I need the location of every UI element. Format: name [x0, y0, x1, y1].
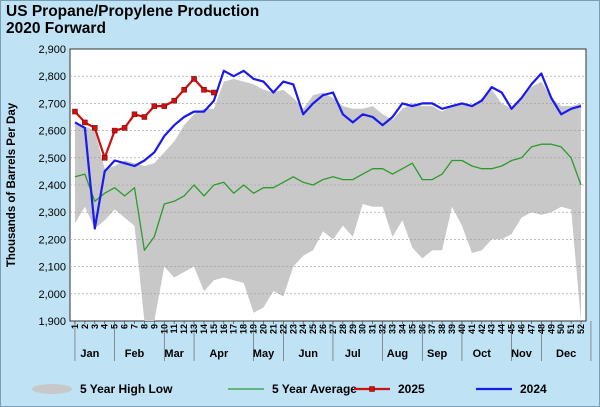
legend-swatch-range	[32, 384, 72, 394]
x-week-label: 14	[199, 324, 209, 334]
series-point-2025	[72, 108, 78, 115]
x-week-label: 39	[447, 324, 457, 334]
x-week-label: 16	[219, 324, 229, 334]
x-week-label: 52	[576, 324, 586, 334]
x-week-label: 2	[80, 324, 90, 329]
x-week-label: 7	[130, 324, 140, 329]
x-month-label: Feb	[125, 348, 145, 360]
x-week-label: 43	[487, 324, 497, 334]
series-point-2025	[181, 87, 187, 93]
x-week-label: 11	[169, 324, 179, 334]
x-week-label: 35	[407, 324, 417, 334]
x-week-label: 31	[368, 324, 378, 334]
x-week-label: 37	[427, 324, 437, 334]
x-week-label: 6	[120, 324, 130, 329]
x-week-label: 20	[259, 324, 269, 334]
x-week-label: 28	[338, 324, 348, 334]
x-week-label: 30	[358, 324, 368, 334]
x-week-label: 15	[209, 324, 219, 334]
y-tick-label: 1,900	[38, 316, 66, 328]
y-tick-label: 2,800	[38, 71, 66, 83]
legend-label-range: 5 Year High Low	[80, 382, 173, 396]
y-tick-label: 2,400	[38, 180, 66, 192]
x-week-label: 25	[308, 324, 318, 334]
series-point-2025	[191, 76, 197, 82]
x-month-label: Dec	[556, 348, 576, 360]
x-week-label: 42	[477, 324, 487, 334]
x-week-label: 49	[546, 324, 556, 334]
series-point-2025	[151, 103, 158, 109]
y-tick-label: 2,600	[38, 126, 66, 138]
series-point-2025	[211, 89, 217, 96]
x-week-label: 17	[229, 324, 239, 334]
y-axis-label: Thousands of Barrels Per Day	[6, 102, 18, 267]
y-tick-label: 2,100	[38, 262, 66, 274]
series-point-2025	[111, 127, 118, 134]
y-tick-label: 2,200	[38, 234, 66, 246]
x-month-label: Oct	[473, 348, 492, 360]
x-week-label: 38	[437, 324, 447, 334]
series-point-2025	[201, 87, 207, 93]
x-week-label: 51	[566, 324, 576, 334]
x-month-label: Jun	[298, 348, 318, 360]
y-tick-label: 2,300	[38, 207, 66, 219]
x-week-label: 8	[139, 324, 149, 329]
x-week-label: 47	[526, 324, 536, 334]
series-point-2025	[82, 119, 88, 126]
x-month-label: Jul	[345, 348, 361, 360]
series-point-2025	[171, 97, 177, 104]
x-month-label: Nov	[511, 348, 533, 360]
x-week-label: 24	[298, 324, 308, 334]
x-week-label: 50	[556, 324, 566, 334]
legend-marker-2025	[369, 386, 375, 392]
x-week-label: 4	[100, 324, 110, 329]
x-week-label: 9	[149, 324, 159, 329]
legend-label-2025: 2025	[398, 382, 425, 396]
y-tick-label: 2,500	[38, 153, 66, 165]
y-tick-label: 2,900	[38, 44, 66, 56]
x-week-label: 41	[467, 324, 477, 334]
x-week-label: 21	[268, 324, 278, 334]
x-week-label: 12	[179, 324, 189, 334]
series-point-2025	[121, 125, 128, 131]
series-point-2025	[161, 103, 168, 109]
chart-title-line-1: US Propane/Propylene Production	[6, 3, 260, 20]
y-tick-label: 2,700	[38, 98, 66, 110]
x-month-label: May	[253, 348, 275, 360]
series-point-2025	[101, 155, 108, 161]
series-point-2025	[92, 125, 98, 131]
x-week-label: 34	[397, 324, 407, 334]
legend-label-2024: 2024	[520, 382, 547, 396]
x-month-label: Mar	[164, 348, 184, 360]
series-line-2024	[74, 69, 582, 230]
x-month-label: Sep	[427, 348, 447, 360]
range-band-area	[75, 78, 581, 322]
x-week-label: 46	[517, 324, 527, 334]
chart-title-line-2: 2020 Forward	[6, 20, 106, 37]
series-point-2025	[131, 111, 138, 118]
series-point-2025	[141, 114, 148, 120]
series-line-5-year-average	[74, 143, 582, 251]
x-week-label: 23	[288, 324, 298, 334]
x-month-label: Aug	[387, 348, 408, 360]
x-week-label: 44	[497, 324, 507, 334]
x-month-label: Jan	[80, 348, 99, 360]
y-tick-label: 2,000	[38, 289, 66, 301]
chart-title: US Propane/Propylene Production 2020 For…	[6, 3, 346, 37]
x-month-label: Apr	[209, 348, 229, 360]
legend-label-5-year-average: 5 Year Average	[272, 382, 357, 396]
x-week-label: 33	[388, 324, 398, 334]
x-week-label: 18	[239, 324, 249, 334]
x-week-label: 29	[348, 324, 358, 334]
x-week-label: 26	[318, 324, 328, 334]
x-week-label: 3	[90, 324, 100, 329]
